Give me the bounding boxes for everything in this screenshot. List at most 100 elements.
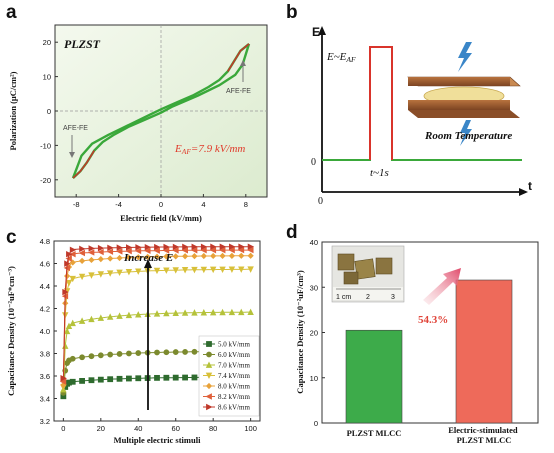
- series-marker: [88, 272, 95, 279]
- ruler: [333, 287, 403, 300]
- panel-a-ticks: -8 -4 0 4 8 -20 -10 0 10 20: [40, 38, 248, 209]
- series-marker: [78, 249, 85, 257]
- series-marker: [219, 252, 226, 259]
- series-marker: [88, 315, 95, 323]
- panel-a-annotation-right: AFE-FE: [226, 88, 251, 95]
- series-marker: [78, 317, 86, 324]
- series-marker: [182, 374, 188, 381]
- y-tick-label: 4.4: [40, 282, 50, 291]
- series-marker: [247, 252, 254, 259]
- series-marker: [78, 257, 86, 265]
- panel-c: c 0 20 40 60 80 100 3.2 3.4 3.6 3.8 4.0 4.2 4.4 4.6 4.…: [6, 227, 261, 445]
- legend-item: 5.0 kV/mm: [203, 341, 250, 349]
- panel-c-increase-arrowhead: [144, 259, 152, 268]
- series-marker: [228, 252, 236, 259]
- x-tick-label: 40: [134, 424, 142, 433]
- series-marker: [163, 267, 170, 274]
- series-marker: [135, 350, 142, 356]
- series-marker: [172, 253, 179, 260]
- series-marker: [172, 267, 179, 274]
- series-marker: [205, 372, 213, 380]
- series-8.6-kv: [60, 243, 255, 382]
- series-marker: [181, 309, 189, 316]
- legend-item: 8.0 kV/mm: [203, 383, 250, 391]
- panel-d-category-2-line2: PLZST MLCC: [457, 435, 512, 445]
- series-marker: [200, 247, 207, 254]
- series-marker: [69, 319, 76, 327]
- series-marker: [144, 253, 151, 261]
- panel-d-ticks: 0 10 20 30 40: [310, 238, 325, 428]
- ruler-label-1: 1 cm: [336, 294, 351, 301]
- ruler-label-2: 2: [366, 294, 370, 301]
- series-marker: [107, 351, 114, 358]
- series-marker: [205, 382, 213, 390]
- panel-d: d 0 10 20 30 40 54.3% 1 cm 2 3 Capacitance D…: [286, 222, 539, 445]
- series-marker: [60, 381, 67, 389]
- series-marker: [69, 250, 76, 258]
- panel-d-mlcc-photo: 1 cm 2 3: [331, 245, 405, 303]
- series-marker: [78, 273, 86, 281]
- panel-d-annotation: 54.3%: [418, 314, 448, 326]
- series-marker: [88, 377, 95, 384]
- series-marker: [79, 245, 86, 253]
- series-marker: [191, 309, 198, 316]
- series-marker: [182, 349, 188, 355]
- x-tick-label: -8: [73, 200, 80, 209]
- series-marker: [88, 245, 95, 252]
- x-tick-label: 0: [159, 200, 163, 209]
- panel-a-arrowhead-down: [69, 152, 75, 158]
- y-tick-label: 40: [310, 238, 318, 247]
- y-tick-label: 20: [43, 38, 51, 47]
- series-marker: [144, 243, 152, 251]
- series-marker: [63, 327, 71, 335]
- panel-a-arrowhead-up: [240, 60, 246, 66]
- y-tick-label: 0: [47, 107, 51, 116]
- series-marker: [172, 349, 179, 355]
- panel-a-title: PLZST: [64, 37, 101, 51]
- series-marker: [237, 246, 245, 254]
- series-marker: [66, 250, 73, 258]
- series-marker: [65, 322, 73, 330]
- panel-b-inset-caption: Room Temperature: [424, 130, 512, 142]
- series-marker: [209, 266, 217, 274]
- series-marker: [154, 243, 161, 251]
- series-marker: [126, 350, 132, 357]
- series-marker: [116, 312, 123, 319]
- series-marker: [97, 256, 104, 263]
- series-marker: [106, 248, 114, 255]
- series-marker: [163, 309, 170, 317]
- series-marker: [163, 243, 170, 251]
- panel-c-xlabel: Multiple electric stimuli: [114, 435, 202, 445]
- series-marker: [205, 393, 212, 400]
- series-marker: [135, 268, 142, 275]
- series-marker: [162, 247, 170, 254]
- y-tick-label: 3.2: [40, 417, 50, 426]
- panel-b-width-label: t~1s: [370, 167, 389, 179]
- series-marker: [62, 288, 69, 296]
- panel-b-origin-x: 0: [318, 196, 323, 207]
- panel-b-pulse-label: E~EAF: [326, 51, 356, 64]
- panel-b-label: b: [286, 2, 298, 23]
- series-marker: [163, 374, 170, 381]
- series-marker: [153, 253, 161, 260]
- panel-b: b E t 0 0 E~EAF t~1s Room Temperature: [286, 2, 532, 207]
- series-marker: [116, 269, 123, 277]
- y-tick-label: -10: [40, 141, 51, 150]
- y-tick-label: 10: [310, 374, 318, 383]
- series-marker: [219, 243, 227, 250]
- series-marker: [60, 375, 67, 382]
- x-tick-label: 20: [97, 424, 105, 433]
- series-marker: [116, 248, 123, 255]
- series-marker: [125, 254, 133, 261]
- series-marker: [229, 243, 236, 250]
- series-marker: [191, 348, 198, 355]
- series-marker: [200, 252, 207, 260]
- series-marker: [97, 352, 104, 359]
- series-marker: [219, 308, 226, 316]
- series-marker: [191, 374, 198, 381]
- panel-a-eaf-label: EAF=7.9 kV/mm: [174, 143, 245, 156]
- series-marker: [163, 253, 170, 260]
- series-marker: [228, 308, 236, 316]
- series-marker: [209, 308, 217, 316]
